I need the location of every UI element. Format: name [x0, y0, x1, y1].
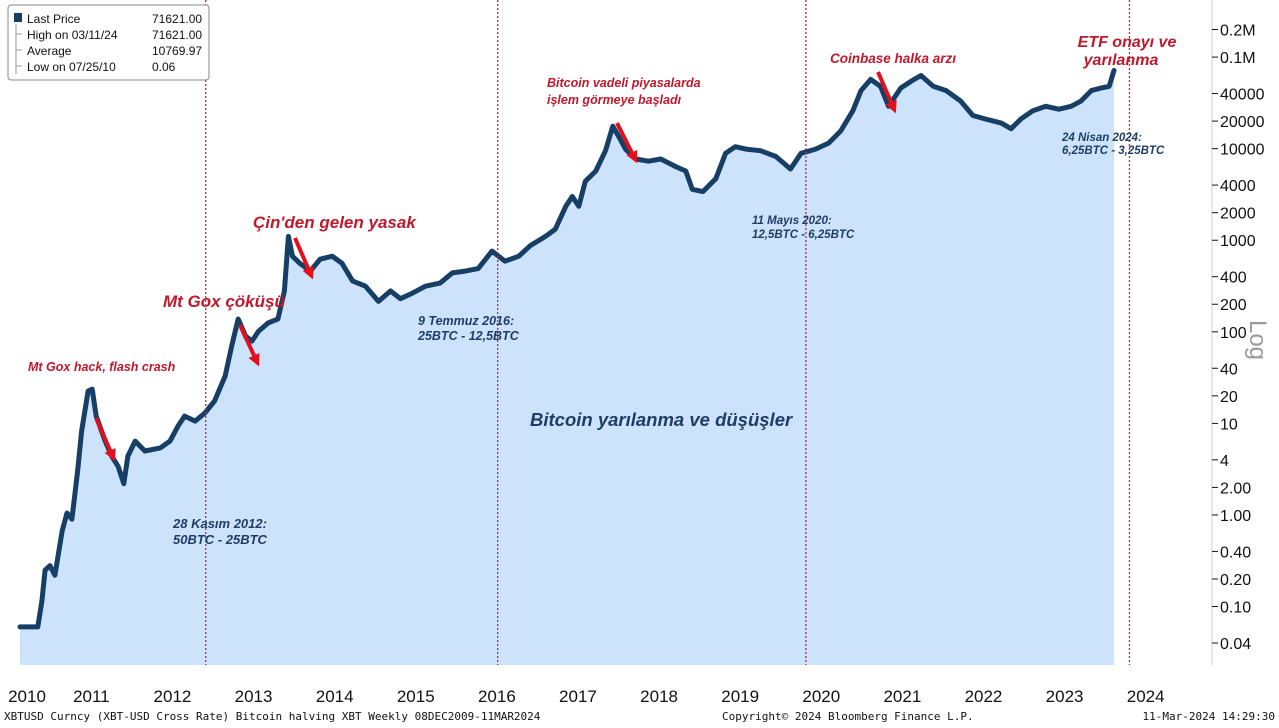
x-tick-label: 2011 [73, 687, 110, 706]
x-tick-label: 2021 [883, 687, 921, 706]
y-tick-label: 2000 [1220, 206, 1256, 223]
arrow [293, 237, 314, 280]
y-tick-label: 10000 [1220, 142, 1265, 159]
annotation: 9 Temmuz 2016: [418, 314, 514, 328]
y-tick-label: 0.2M [1220, 23, 1256, 40]
annotation: Bitcoin yarılanma ve düşüşler [530, 409, 794, 430]
legend-swatch [14, 13, 22, 22]
annotation: 25BTC - 12,5BTC [417, 329, 520, 343]
y-axis-label: Log [1244, 320, 1271, 360]
y-tick-label: 4000 [1220, 178, 1256, 195]
footer-center: Copyright© 2024 Bloomberg Finance L.P. [722, 710, 974, 723]
x-tick-label: 2023 [1046, 687, 1084, 706]
annotation: 24 Nisan 2024: [1061, 132, 1142, 144]
x-tick-label: 2017 [559, 687, 597, 706]
plot-area: 0.04 0.10 0.20 0.40 1.00 2.00 4 10 20 40 100 200 400… [8, 0, 1265, 706]
x-tick-label: 2022 [965, 687, 1003, 706]
y-tick-label: 4 [1220, 453, 1229, 470]
x-tick-label: 2015 [397, 687, 435, 706]
x-tick-label: 2016 [478, 687, 516, 706]
annotation: Mt Gox hack, flash crash [28, 360, 176, 374]
legend-value: 71621.00 [152, 12, 202, 26]
y-tick-label: 2.00 [1220, 480, 1251, 497]
x-tick-label: 2019 [721, 687, 759, 706]
legend-tree [15, 24, 22, 74]
legend-value: 0.06 [152, 60, 176, 74]
area-fill [20, 70, 1114, 665]
y-tick-label: 20000 [1220, 114, 1265, 131]
y-tick-label: 20 [1220, 389, 1238, 406]
legend-label: Average [27, 44, 72, 58]
annotation: 12,5BTC - 6,25BTC [752, 229, 855, 241]
y-tick-label: 0.40 [1220, 544, 1251, 561]
annotation: 6,25BTC - 3,25BTC [1062, 145, 1165, 157]
footer-right: 11-Mar-2024 14:29:30 [1143, 710, 1275, 723]
annotation: işlem görmeye başladı [547, 93, 682, 107]
y-tick-label: 10 [1220, 416, 1238, 433]
arrow [615, 122, 638, 164]
annotation: yarılanma [1083, 52, 1159, 69]
arrow [238, 324, 260, 367]
y-tick-label: 400 [1220, 270, 1247, 287]
arrow [94, 417, 116, 462]
x-tick-label: 2018 [640, 687, 678, 706]
legend-value: 71621.00 [152, 28, 202, 42]
arrow [876, 71, 897, 114]
annotation: 11 Mayıs 2020: [752, 215, 832, 227]
y-tick-label: 1000 [1220, 233, 1256, 250]
y-tick-label: 0.1M [1220, 50, 1256, 67]
legend-label: High on 03/11/24 [27, 28, 118, 42]
y-tick-label: 40000 [1220, 87, 1265, 104]
legend-value: 10769.97 [152, 44, 202, 58]
x-tick-label: 2013 [235, 687, 273, 706]
price-line [17, 67, 1117, 630]
y-tick-label: 0.20 [1220, 572, 1251, 589]
annotation: Bitcoin vadeli piyasalarda [547, 76, 701, 90]
y-tick-label: 1.00 [1220, 508, 1251, 525]
annotation: 50BTC - 25BTC [173, 532, 268, 547]
annotation: Çin'den gelen yasak [253, 213, 417, 232]
x-tick-label: 2010 [8, 687, 46, 706]
x-tick-label: 2014 [316, 687, 354, 706]
legend: Last Price 71621.00 High on 03/11/24 71621.… [7, 4, 210, 81]
y-tick-label: 100 [1220, 325, 1247, 342]
y-tick-label: 0.10 [1220, 600, 1251, 617]
legend-label: Last Price [27, 12, 81, 26]
y-tick-label: 40 [1220, 361, 1238, 378]
annotation: Coinbase halka arzı [830, 51, 956, 66]
legend-box [7, 4, 210, 81]
arrows [94, 71, 897, 462]
x-tick-label: 2020 [802, 687, 840, 706]
annotation: 28 Kasım 2012: [172, 516, 267, 531]
legend-label: Low on 07/25/10 [27, 60, 116, 74]
annotation: Mt Gox çöküşü [163, 292, 285, 311]
annotation: ETF onayı ve [1078, 34, 1177, 51]
y-tick-label: 200 [1220, 297, 1247, 314]
x-tick-label: 2012 [154, 687, 192, 706]
y-tick-label: 0.04 [1220, 636, 1251, 653]
footer-left: XBTUSD Curncy (XBT-USD Cross Rate) Bitco… [4, 710, 541, 723]
x-tick-label: 2024 [1127, 687, 1165, 706]
